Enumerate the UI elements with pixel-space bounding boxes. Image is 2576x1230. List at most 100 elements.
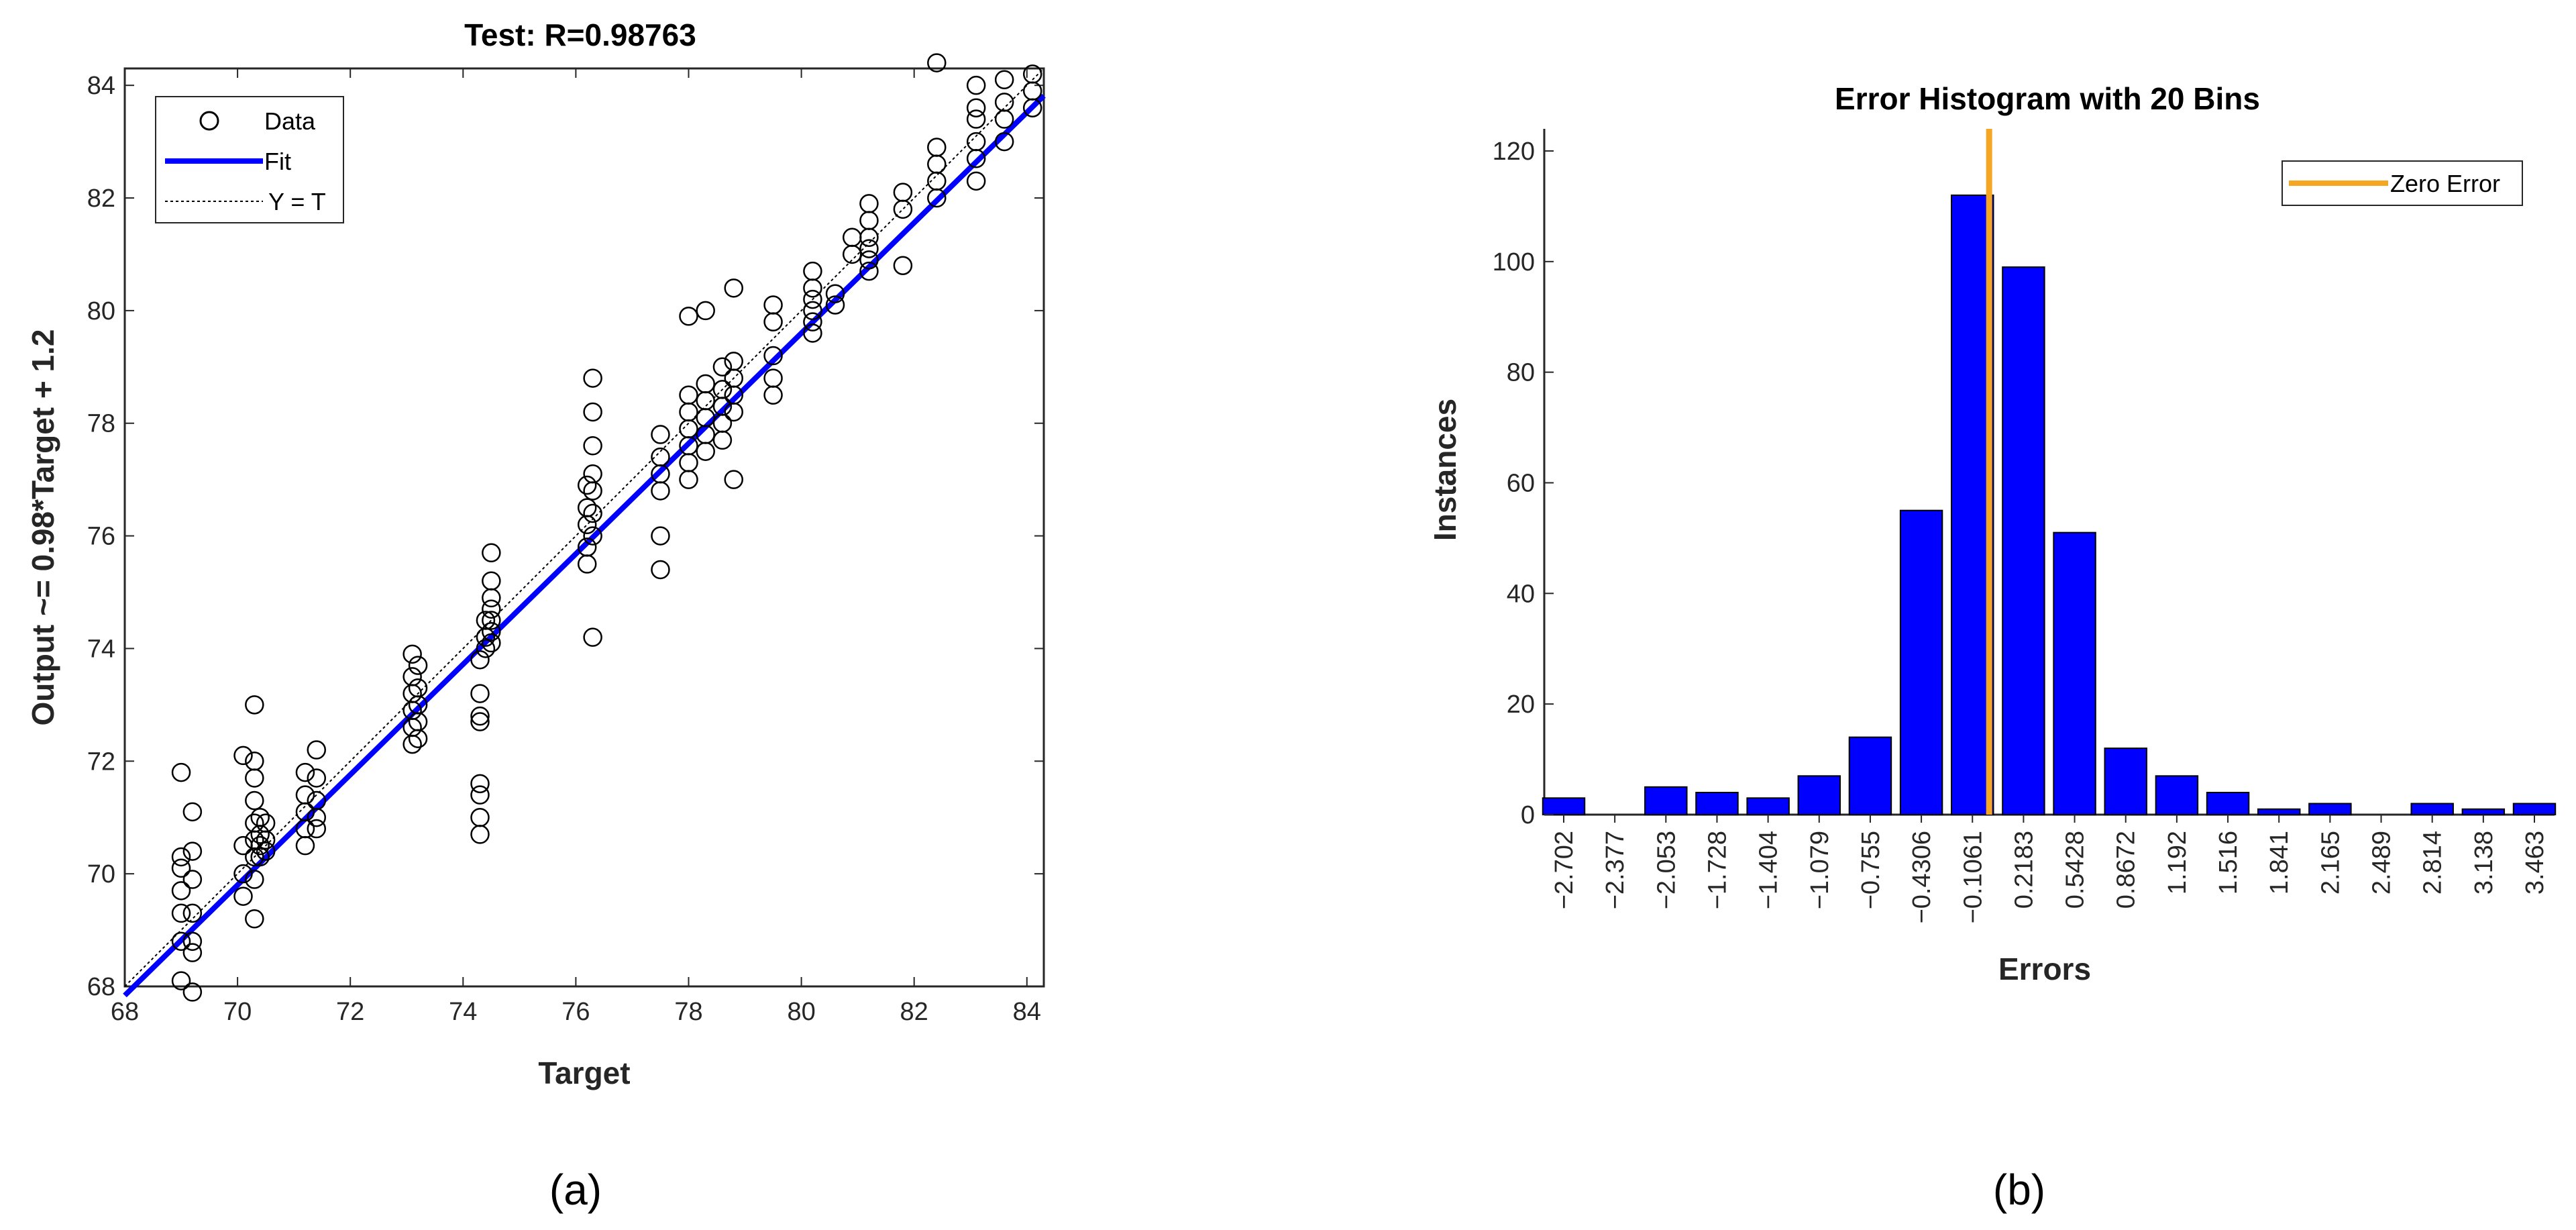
data-point — [763, 385, 783, 405]
y-tick-label: 84 — [87, 72, 115, 100]
data-point — [966, 109, 986, 129]
regression-axis-ticks: 68 70 72 74 76 78 80 82 84 68 70 72 74 76 78 80 82 84 — [87, 68, 1044, 1026]
data-point — [250, 825, 270, 844]
histogram-bar — [2512, 803, 2557, 815]
data-point — [307, 819, 327, 839]
data-point — [651, 560, 670, 580]
y-tick-label: 60 — [1507, 469, 1535, 497]
data-point — [893, 199, 913, 219]
data-point — [245, 847, 264, 867]
data-point — [470, 825, 490, 844]
data-point — [233, 746, 253, 766]
y-tick-label: 80 — [1507, 359, 1535, 387]
data-point — [994, 109, 1014, 129]
histogram-legend: Zero Error — [2282, 160, 2523, 206]
data-point — [245, 790, 264, 811]
data-point — [470, 712, 490, 731]
panel-a-caption: (a) — [549, 1166, 602, 1214]
data-point — [724, 470, 743, 489]
data-point — [182, 903, 203, 923]
data-point — [182, 943, 203, 962]
data-point — [256, 841, 276, 861]
data-point — [994, 132, 1014, 152]
histogram-bar — [2104, 748, 2147, 816]
histogram-bar — [1848, 736, 1892, 816]
x-tick-label: −0.1061 — [1959, 831, 1987, 923]
x-tick-label: −2.377 — [1601, 831, 1629, 909]
data-point — [825, 295, 845, 315]
legend-data-marker — [199, 111, 219, 131]
x-tick-label: −2.053 — [1652, 831, 1680, 909]
data-point — [679, 307, 698, 326]
y-tick-label: 68 — [87, 973, 115, 1001]
y-tick-label: 100 — [1493, 248, 1535, 276]
data-point — [583, 627, 602, 647]
data-point — [651, 425, 670, 444]
legend-fit-label: Fit — [264, 148, 291, 175]
histogram-y-axis-title: Instances — [1428, 399, 1462, 541]
data-point — [171, 881, 191, 901]
y-tick-label: 20 — [1507, 690, 1535, 719]
regression-y-axis-title: Output ~= 0.98*Target + 1.2 — [25, 329, 60, 726]
data-point — [171, 858, 191, 878]
data-point — [245, 695, 264, 715]
data-point — [651, 526, 670, 546]
legend-identity-label: Y = T — [268, 188, 326, 215]
histogram-bar — [1797, 775, 1841, 815]
data-point — [803, 312, 822, 331]
data-point — [966, 171, 986, 191]
data-point — [482, 588, 501, 608]
regression-x-axis-title: Target — [538, 1056, 630, 1090]
y-tick-label: 74 — [87, 635, 115, 663]
x-tick-label: 1.841 — [2265, 831, 2294, 894]
x-tick-label: 1.516 — [2214, 831, 2243, 894]
data-point — [482, 599, 501, 619]
data-point — [712, 430, 733, 450]
data-point — [966, 75, 986, 95]
x-tick-label: 80 — [787, 998, 815, 1026]
x-tick-label: 70 — [223, 998, 252, 1026]
data-point — [250, 847, 270, 867]
data-point — [233, 886, 253, 906]
legend-data-label: Data — [264, 107, 316, 135]
data-point — [250, 835, 270, 856]
x-tick-label: 0.8672 — [2112, 831, 2141, 909]
data-point — [307, 768, 327, 788]
data-point — [171, 971, 191, 990]
data-point — [171, 931, 191, 952]
data-point — [402, 734, 422, 754]
histogram-bar — [2206, 792, 2250, 815]
y-tick-label: 72 — [87, 748, 115, 776]
x-tick-label: −1.728 — [1703, 831, 1731, 909]
y-tick-label: 76 — [87, 523, 115, 551]
y-tick-label: 80 — [87, 297, 115, 325]
data-point — [470, 684, 490, 703]
regression-plot-panel: Test: R=0.98763 68 70 72 74 76 78 80 82 84 68 70 72… — [25, 17, 1046, 1214]
data-point — [724, 402, 743, 422]
x-tick-label: 82 — [900, 998, 928, 1026]
data-point — [696, 442, 715, 461]
y-tick-label: 78 — [87, 410, 115, 438]
data-point — [482, 622, 501, 642]
histogram-x-axis-title: Errors — [1998, 952, 2091, 986]
data-point — [182, 841, 203, 861]
histogram-axes — [1543, 129, 2555, 816]
data-point — [408, 656, 428, 675]
x-tick-label: 2.165 — [2316, 831, 2345, 894]
x-tick-label: 1.192 — [2163, 831, 2192, 894]
fit-line — [123, 93, 1046, 998]
histogram-bar — [2002, 266, 2045, 815]
data-point — [245, 870, 264, 889]
data-point — [402, 644, 422, 664]
data-point — [256, 830, 276, 850]
histogram-bar — [2461, 808, 2506, 815]
data-point — [408, 729, 428, 748]
data-point — [583, 436, 602, 456]
histogram-bar — [2257, 808, 2301, 815]
x-tick-label: −0.4306 — [1908, 831, 1936, 923]
data-point — [577, 475, 597, 495]
data-point — [583, 481, 602, 501]
data-point — [859, 261, 879, 281]
y-tick-label: 70 — [87, 860, 115, 888]
